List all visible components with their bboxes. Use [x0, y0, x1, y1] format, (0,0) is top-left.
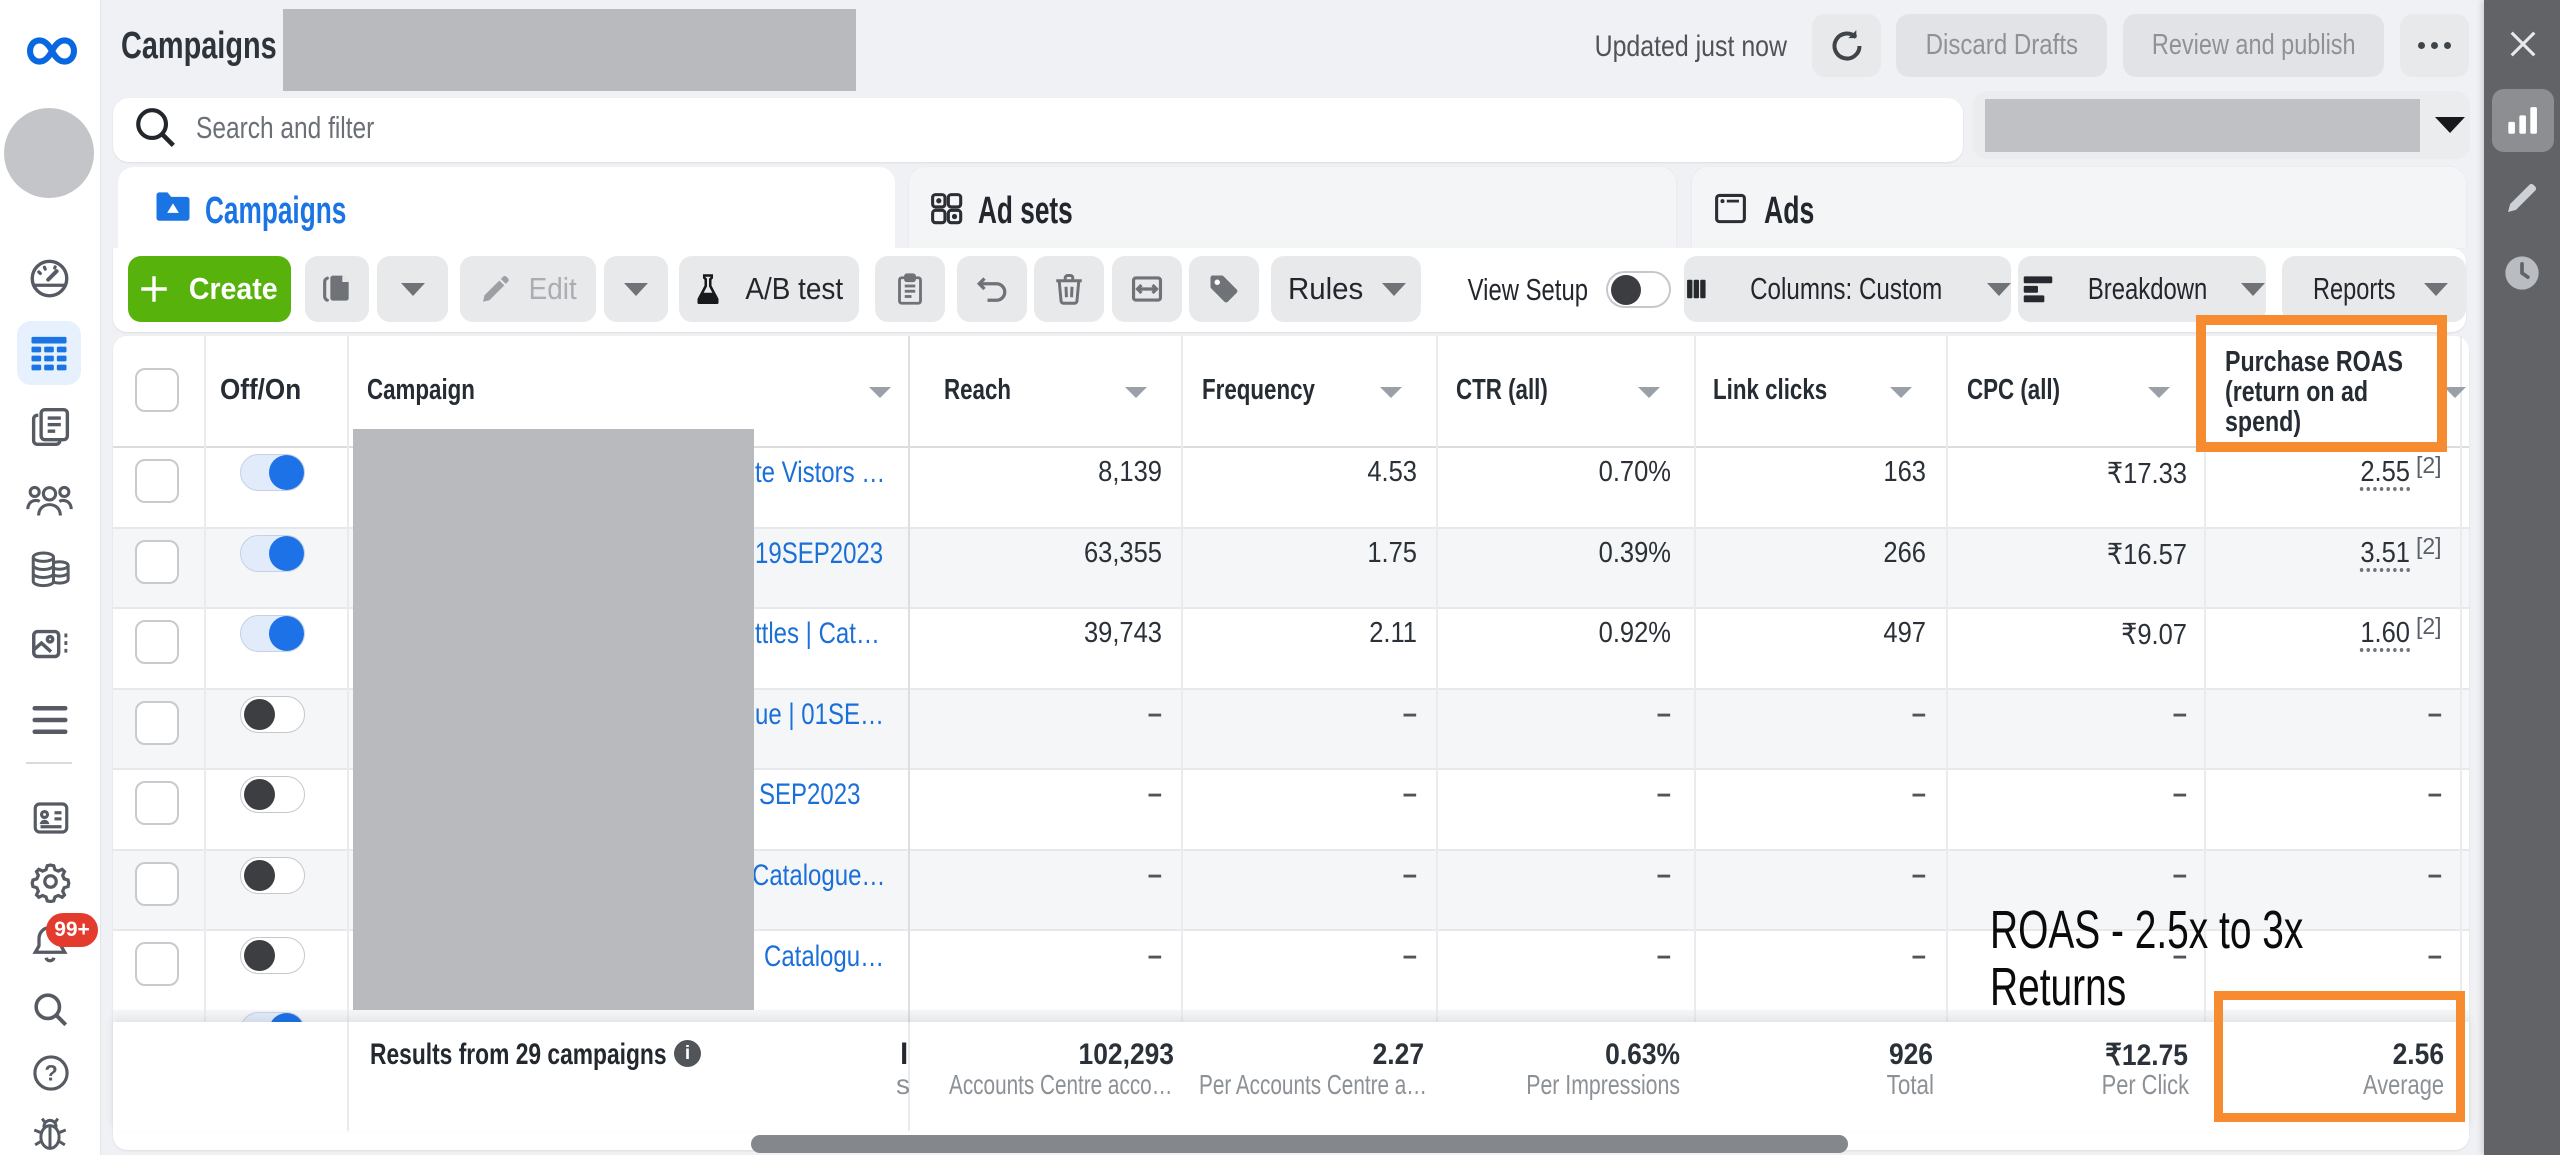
- svg-text:?: ?: [44, 1061, 57, 1086]
